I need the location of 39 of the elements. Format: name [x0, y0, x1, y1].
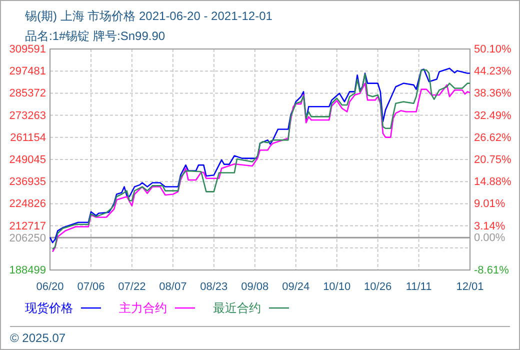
y-tick-label: 224826 — [9, 198, 46, 210]
x-tick-label: 06/20 — [36, 280, 64, 293]
y-tick-label: 261154 — [10, 132, 46, 144]
legend-label: 现货价格 — [25, 301, 73, 315]
y2-tick-label: 20.75% — [474, 154, 512, 166]
x-tick-label: 09/24 — [282, 280, 310, 293]
y2-tick-label: 9.01% — [474, 198, 506, 210]
y2-tick-label: 26.62% — [474, 132, 512, 144]
y-tick-label: 285372 — [9, 88, 46, 100]
y2-tick-label: 0.00% — [474, 232, 506, 244]
ref-line-label: 206250 — [9, 232, 46, 245]
y2-tick-label: 50.10% — [474, 44, 512, 56]
y2-tick-label: 44.23% — [474, 66, 512, 78]
x-tick-label: 08/23 — [200, 280, 228, 293]
y2-tick-label: 32.49% — [474, 110, 512, 122]
chart-title: 锡(期) 上海 市场价格 2021-06-20 - 2021-12-01 — [24, 9, 273, 23]
y2-tick-label: 14.88% — [474, 176, 512, 188]
x-tick-label: 07/22 — [118, 280, 146, 293]
y-tick-label: 309591 — [9, 44, 46, 56]
x-tick-label: 07/06 — [77, 280, 105, 293]
y-tick-label: 249045 — [9, 154, 46, 166]
x-tick-label: 09/08 — [241, 280, 269, 293]
legend-label: 最近合约 — [213, 301, 261, 315]
x-tick-label: 12/01 — [456, 280, 484, 293]
x-tick-label: 10/10 — [323, 280, 351, 293]
y-tick-label: 297481 — [9, 66, 46, 78]
legend-label: 主力合约 — [119, 301, 167, 315]
y-tick-label: 188499 — [9, 264, 46, 277]
y2-tick-label: -8.61% — [474, 264, 510, 277]
x-tick-label: 11/11 — [406, 280, 432, 293]
y-tick-label: 212717 — [9, 220, 46, 232]
text: © 2025.07 — [10, 331, 66, 345]
y2-tick-label: 3.14% — [474, 220, 506, 232]
y-tick-label: 236935 — [9, 176, 46, 188]
x-tick-label: 08/07 — [159, 280, 187, 293]
chart-subtitle: 品名:1#锡锭 牌号:Sn99.90 — [25, 29, 166, 43]
y-tick-label: 273263 — [9, 110, 46, 122]
x-tick-label: 10/26 — [364, 280, 392, 293]
y2-tick-label: 38.36% — [474, 88, 512, 100]
